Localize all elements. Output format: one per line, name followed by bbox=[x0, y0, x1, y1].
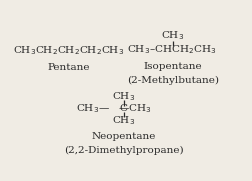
Text: CH$_3$: CH$_3$ bbox=[112, 90, 135, 103]
Text: (2-Methylbutane): (2-Methylbutane) bbox=[126, 76, 218, 85]
Text: Isopentane: Isopentane bbox=[143, 62, 201, 71]
Text: (2,2-Dimethylpropane): (2,2-Dimethylpropane) bbox=[64, 146, 183, 155]
Text: CH$_3$–CHCH$_2$CH$_3$: CH$_3$–CHCH$_2$CH$_3$ bbox=[127, 43, 216, 56]
Text: CH$_3$—: CH$_3$— bbox=[76, 102, 110, 115]
Text: C: C bbox=[119, 104, 127, 113]
Text: CH$_3$CH$_2$CH$_2$CH$_2$CH$_3$: CH$_3$CH$_2$CH$_2$CH$_2$CH$_3$ bbox=[13, 45, 124, 57]
Text: CH$_3$: CH$_3$ bbox=[161, 29, 184, 42]
Text: CH$_3$: CH$_3$ bbox=[112, 114, 135, 127]
Text: —CH$_3$: —CH$_3$ bbox=[118, 102, 151, 115]
Text: Pentane: Pentane bbox=[47, 63, 90, 72]
Text: Neopentane: Neopentane bbox=[91, 132, 155, 141]
